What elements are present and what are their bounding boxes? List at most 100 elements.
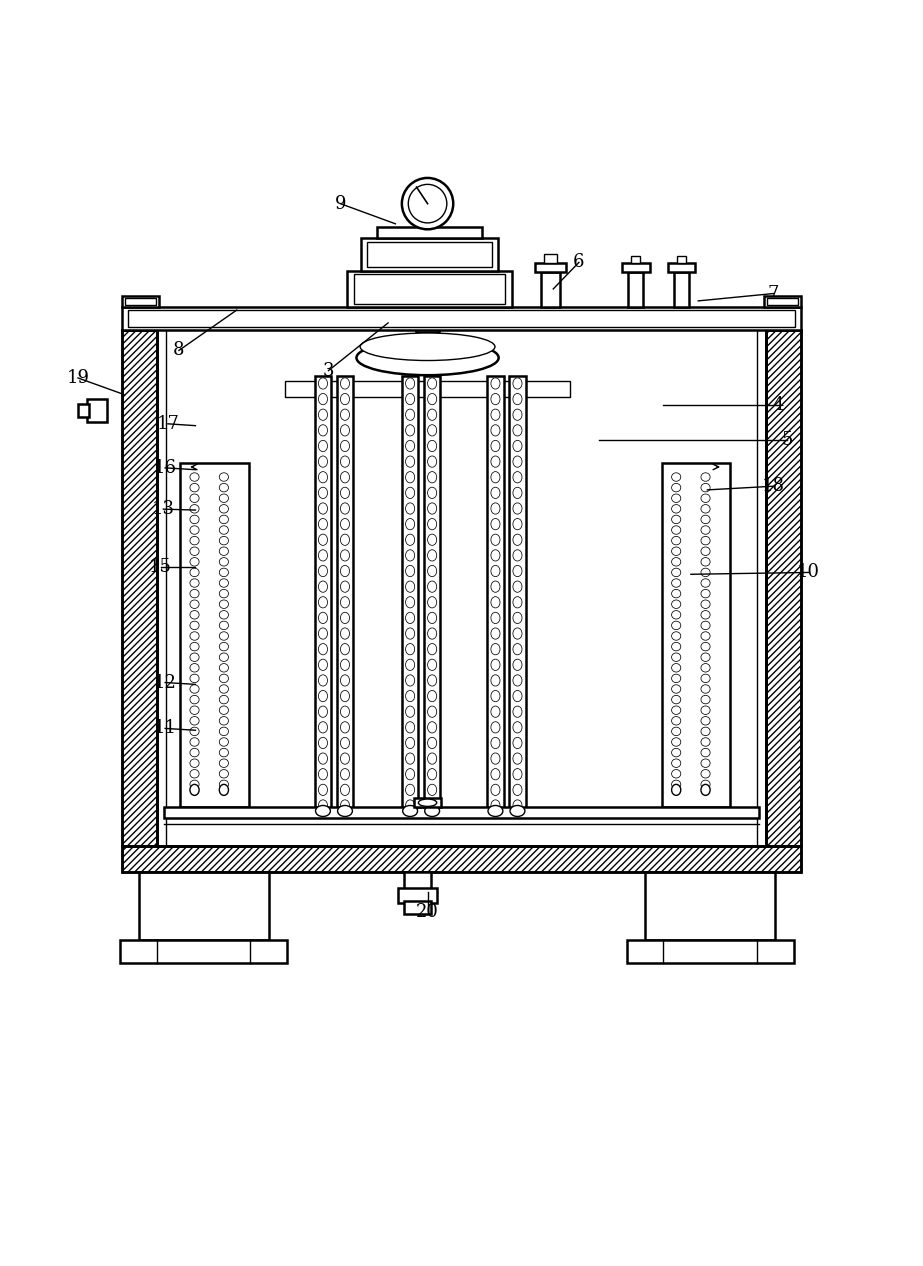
Bar [668,263,695,272]
Ellipse shape [190,675,199,682]
Ellipse shape [701,579,710,587]
Ellipse shape [318,660,328,671]
Ellipse shape [491,534,500,546]
Ellipse shape [341,768,350,780]
Ellipse shape [513,377,522,389]
Ellipse shape [491,441,500,452]
Ellipse shape [701,537,710,544]
Ellipse shape [341,519,350,529]
Ellipse shape [513,643,522,655]
Ellipse shape [190,600,199,609]
Ellipse shape [672,537,681,544]
Ellipse shape [318,472,328,482]
Ellipse shape [341,456,350,467]
Ellipse shape [701,568,710,576]
Ellipse shape [405,613,414,624]
Ellipse shape [190,663,199,672]
Ellipse shape [427,519,437,529]
Ellipse shape [491,424,500,436]
Ellipse shape [491,581,500,592]
Ellipse shape [701,610,710,619]
Ellipse shape [427,487,437,499]
Ellipse shape [672,785,681,795]
Text: 3: 3 [323,362,334,380]
Ellipse shape [220,568,229,576]
Ellipse shape [427,784,437,795]
Ellipse shape [672,706,681,714]
Text: 7: 7 [768,285,779,303]
Ellipse shape [427,753,437,765]
Ellipse shape [701,642,710,651]
Ellipse shape [405,534,414,546]
Ellipse shape [318,613,328,624]
Ellipse shape [491,643,500,655]
Ellipse shape [220,547,229,556]
Ellipse shape [427,409,437,420]
Ellipse shape [427,737,437,748]
Ellipse shape [341,737,350,748]
Ellipse shape [220,748,229,757]
Ellipse shape [488,805,503,817]
Ellipse shape [491,377,500,389]
Ellipse shape [427,660,437,671]
Ellipse shape [405,519,414,529]
Ellipse shape [701,685,710,694]
Ellipse shape [701,590,710,598]
Ellipse shape [318,596,328,608]
Ellipse shape [318,784,328,795]
Ellipse shape [318,519,328,529]
Text: 13: 13 [151,500,174,518]
Ellipse shape [341,487,350,499]
Bar [487,376,504,817]
Ellipse shape [190,579,199,587]
Text: 15: 15 [150,558,172,576]
Ellipse shape [190,557,199,566]
Ellipse shape [672,632,681,641]
Bar [361,238,498,271]
Ellipse shape [491,753,500,765]
Ellipse shape [190,622,199,629]
Ellipse shape [405,394,414,405]
Bar [367,242,492,267]
Ellipse shape [190,472,199,481]
Ellipse shape [701,494,710,503]
Ellipse shape [405,581,414,592]
Ellipse shape [318,377,328,389]
Ellipse shape [672,622,681,629]
Ellipse shape [513,660,522,671]
Ellipse shape [190,642,199,651]
Ellipse shape [405,503,414,514]
Ellipse shape [701,472,710,481]
Ellipse shape [220,675,229,682]
Ellipse shape [405,706,414,718]
Ellipse shape [405,737,414,748]
Ellipse shape [513,784,522,795]
Ellipse shape [338,805,353,817]
Ellipse shape [190,780,199,789]
Ellipse shape [491,628,500,639]
Bar [631,256,641,263]
Ellipse shape [701,748,710,757]
Ellipse shape [341,660,350,671]
Ellipse shape [318,643,328,655]
Ellipse shape [220,785,229,795]
Ellipse shape [427,456,437,467]
Bar [87,399,107,422]
Ellipse shape [220,758,229,767]
Ellipse shape [318,690,328,701]
Ellipse shape [341,800,350,812]
Ellipse shape [701,653,710,661]
Ellipse shape [405,753,414,765]
Ellipse shape [672,610,681,619]
Ellipse shape [513,706,522,718]
Bar [180,463,248,808]
Bar [622,263,650,272]
Ellipse shape [491,456,500,467]
Ellipse shape [513,581,522,592]
Ellipse shape [427,394,437,405]
Ellipse shape [427,768,437,780]
Ellipse shape [190,727,199,736]
Ellipse shape [427,722,437,733]
Ellipse shape [672,494,681,503]
Ellipse shape [220,738,229,746]
